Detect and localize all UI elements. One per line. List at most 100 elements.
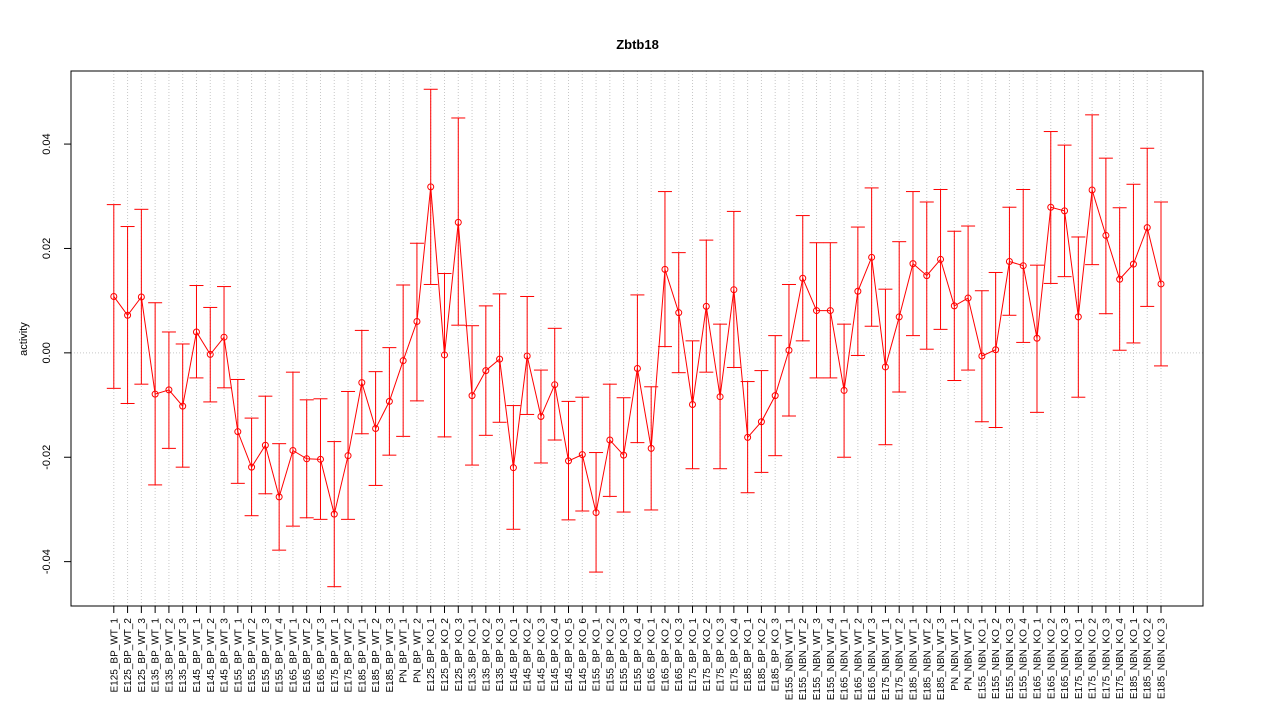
- x-tick-label: E185_BP_KO_3: [771, 618, 782, 692]
- data-point: [1005, 258, 1013, 266]
- data-point: [978, 352, 986, 360]
- x-tick-label: E155_BP_KO_2: [605, 618, 616, 692]
- data-point: [578, 451, 586, 459]
- x-tick-label: E125_BP_KO_2: [440, 618, 451, 692]
- data-point: [606, 436, 614, 444]
- series-line-group: [113, 186, 1162, 515]
- x-tick-label: E155_BP_WT_3: [261, 618, 272, 693]
- x-tick-label: E155_NBN_WT_3: [812, 618, 823, 701]
- series-line: [113, 186, 1162, 515]
- x-tick-label: E145_BP_KO_2: [523, 618, 534, 692]
- x-tick-label: E175_NBN_KO_1: [1074, 618, 1085, 700]
- data-point: [992, 346, 1000, 354]
- data-point: [757, 418, 765, 426]
- x-tick-label: E185_NBN_WT_3: [936, 618, 947, 701]
- data-point: [289, 446, 297, 454]
- x-tick-label: E175_BP_KO_2: [702, 618, 713, 692]
- data-point: [1143, 224, 1151, 232]
- x-tick-label: E185_NBN_WT_2: [922, 618, 933, 701]
- x-tick-label: E175_NBN_WT_2: [895, 618, 906, 701]
- data-point: [330, 510, 338, 518]
- x-tick-label: E145_BP_WT_2: [206, 618, 217, 693]
- x-tick-label: E165_NBN_KO_1: [1032, 618, 1043, 700]
- data-point: [881, 363, 889, 371]
- x-tick-label: PN_NBN_WT_2: [964, 618, 975, 691]
- data-point: [427, 183, 435, 191]
- x-tick-label: E165_BP_WT_1: [288, 618, 299, 693]
- data-point: [1047, 203, 1055, 211]
- data-point: [923, 272, 931, 280]
- x-tick-label: E125_BP_KO_3: [454, 618, 465, 692]
- data-point: [440, 351, 448, 359]
- x-tick-label: E165_NBN_KO_2: [1046, 618, 1057, 700]
- x-tick-label: E175_BP_KO_3: [716, 618, 727, 692]
- x-tick-label: E185_BP_WT_2: [371, 618, 382, 693]
- data-point: [1116, 275, 1124, 283]
- data-point: [730, 286, 738, 294]
- x-tick-label: E155_NBN_KO_4: [1019, 618, 1030, 700]
- data-point: [826, 307, 834, 315]
- data-point: [592, 509, 600, 517]
- x-tick-label: E175_NBN_KO_2: [1088, 618, 1099, 700]
- data-point: [1061, 207, 1069, 215]
- x-tick-label: E155_NBN_WT_4: [826, 618, 837, 701]
- data-point: [399, 357, 407, 365]
- data-points: [110, 183, 1165, 518]
- y-axis: -0.04 -0.02 0.00 0.02 0.04: [41, 133, 72, 574]
- x-tick-label: E145_BP_KO_4: [550, 618, 561, 692]
- x-tick-label: E165_BP_WT_2: [302, 618, 313, 693]
- data-point: [179, 402, 187, 410]
- plot-frame: [70, 70, 1204, 607]
- data-point: [537, 413, 545, 421]
- data-point: [854, 287, 862, 295]
- data-point: [496, 355, 504, 363]
- data-point: [110, 292, 118, 300]
- data-point: [192, 328, 200, 336]
- x-tick-label: E185_NBN_KO_1: [1129, 618, 1140, 700]
- x-tick-label: E185_BP_WT_3: [385, 618, 396, 693]
- data-point: [206, 350, 214, 358]
- x-tick-label: E175_BP_WT_2: [344, 618, 355, 693]
- data-point: [661, 265, 669, 273]
- data-point: [358, 379, 366, 387]
- data-point: [1019, 262, 1027, 270]
- x-tick-label: E185_BP_WT_1: [357, 618, 368, 693]
- x-tick-label: E135_BP_WT_1: [151, 618, 162, 693]
- data-point: [937, 255, 945, 263]
- x-tick-label: E165_BP_KO_1: [647, 618, 658, 692]
- data-point: [1102, 231, 1110, 239]
- x-tick-label: E125_BP_KO_1: [426, 618, 437, 692]
- data-point: [840, 386, 848, 394]
- x-tick-label: E185_NBN_KO_2: [1143, 618, 1154, 700]
- y-tick-label: 0.00: [41, 342, 53, 363]
- data-point: [702, 302, 710, 310]
- data-point: [909, 260, 917, 268]
- x-tick-label: E155_NBN_KO_3: [1005, 618, 1016, 700]
- data-point: [151, 390, 159, 398]
- data-point: [248, 463, 256, 471]
- x-tick-label: E145_BP_KO_6: [578, 618, 589, 692]
- data-point: [551, 381, 559, 389]
- x-tick-label: PN_NBN_WT_1: [950, 618, 961, 691]
- x-tick-label: E175_NBN_WT_1: [881, 618, 892, 701]
- data-point: [813, 307, 821, 315]
- x-tick-label: E165_NBN_WT_2: [853, 618, 864, 701]
- data-point: [1074, 313, 1082, 321]
- data-point: [799, 274, 807, 282]
- y-tick-label: -0.04: [41, 549, 53, 574]
- data-point: [165, 386, 173, 394]
- data-point: [1088, 186, 1096, 194]
- x-tick-label: E155_NBN_KO_1: [977, 618, 988, 700]
- data-point: [633, 365, 641, 373]
- data-point: [868, 253, 876, 261]
- data-point: [785, 346, 793, 354]
- x-tick-label: E155_BP_WT_2: [247, 618, 258, 693]
- data-point: [744, 433, 752, 441]
- y-tick-label: 0.04: [41, 133, 53, 154]
- x-tick-label: E155_BP_KO_3: [619, 618, 630, 692]
- x-tick-label: E135_BP_WT_2: [164, 618, 175, 693]
- x-tick-label: E175_NBN_KO_4: [1115, 618, 1126, 700]
- x-tick-label: E155_BP_WT_4: [275, 618, 286, 693]
- x-tick-label: E125_BP_WT_2: [123, 618, 134, 693]
